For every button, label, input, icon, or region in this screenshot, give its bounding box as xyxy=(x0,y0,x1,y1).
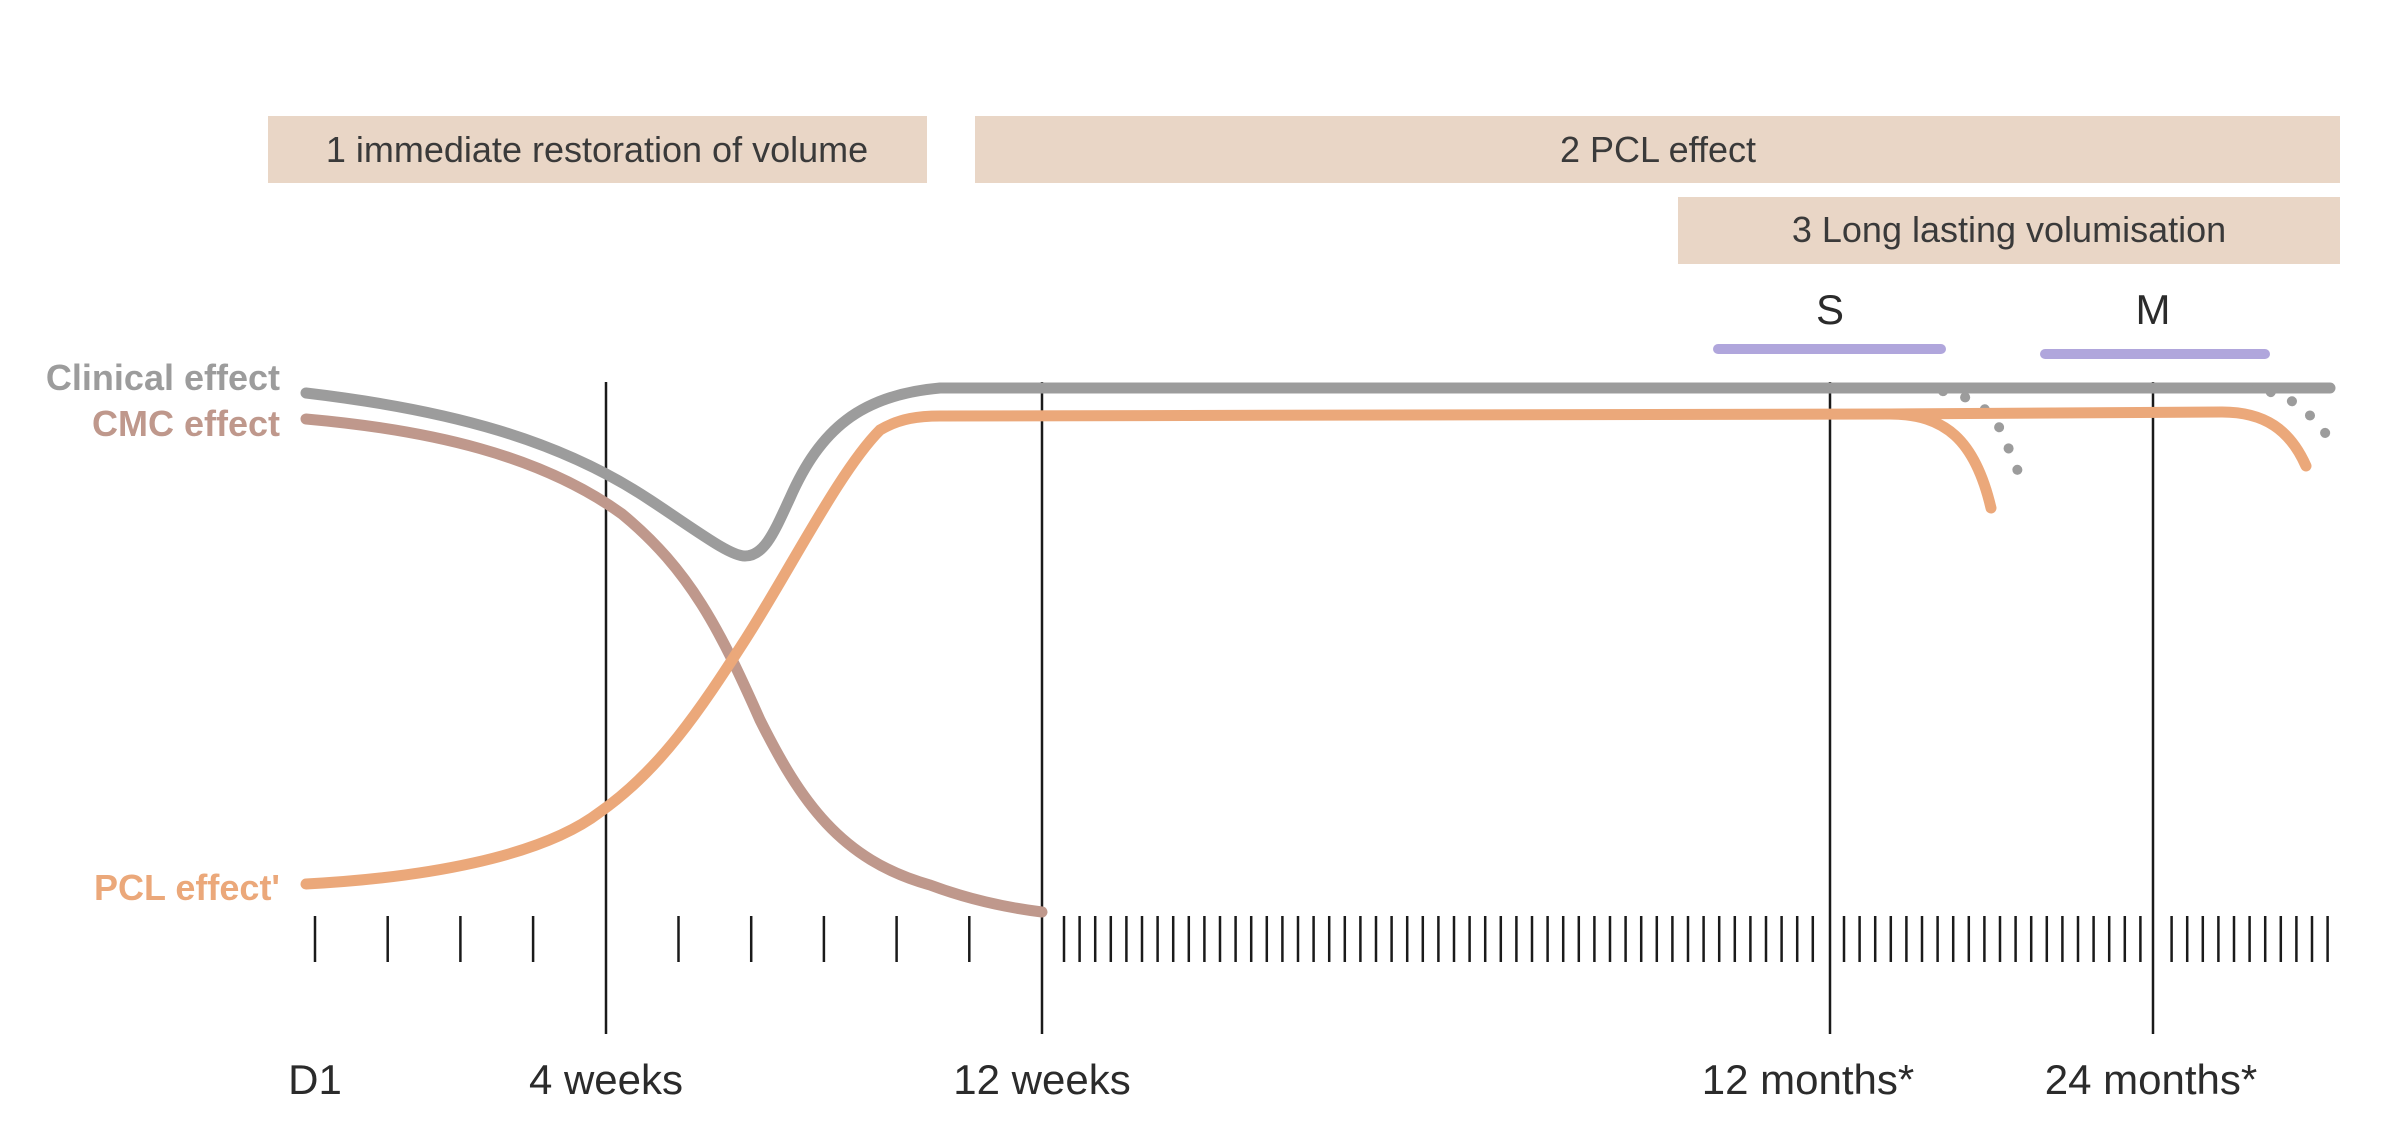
axis-label-12-weeks: 12 weeks xyxy=(953,1056,1130,1103)
phase-band-3 xyxy=(1678,197,2340,264)
phase-band-1 xyxy=(268,116,927,183)
cmc-effect-curve xyxy=(300,413,1048,918)
phase-label-1: 1 immediate restoration of volume xyxy=(326,129,868,170)
axis-label-24-months: 24 months* xyxy=(2045,1056,2257,1103)
pcl-effect-curve xyxy=(300,408,1997,890)
axis-label-d1: D1 xyxy=(288,1056,342,1103)
variant-markers: S M xyxy=(1713,286,2270,359)
phase-label-3: 3 Long lasting volumisation xyxy=(1792,209,2226,250)
pcl-effect-continuation xyxy=(1884,406,2312,472)
phase-bands: 1 immediate restoration of volume 2 PCL … xyxy=(268,116,2340,264)
variant-label-s: S xyxy=(1816,286,1844,333)
axis-label-4-weeks: 4 weeks xyxy=(529,1056,683,1103)
phase-label-2: 2 PCL effect xyxy=(1560,129,1756,170)
curve-labels: Clinical effect CMC effect PCL effect' xyxy=(46,357,280,908)
variant-label-m: M xyxy=(2136,286,2171,333)
axis-ticks xyxy=(313,916,2329,962)
milestone-lines xyxy=(604,382,2155,1034)
cmc-effect-label: CMC effect xyxy=(92,403,280,444)
phase-band-2 xyxy=(975,116,2340,183)
effect-curves xyxy=(300,382,2341,918)
time-axis-labels: D1 4 weeks 12 weeks 12 months* 24 months… xyxy=(288,1056,2257,1103)
pcl-effect-label: PCL effect' xyxy=(94,867,280,908)
clinical-effect-label: Clinical effect xyxy=(46,357,280,398)
axis-label-12-months: 12 months* xyxy=(1702,1056,1914,1103)
clinical-effect-decline-m xyxy=(2243,383,2341,453)
clinical-effect-curve xyxy=(300,382,2336,562)
